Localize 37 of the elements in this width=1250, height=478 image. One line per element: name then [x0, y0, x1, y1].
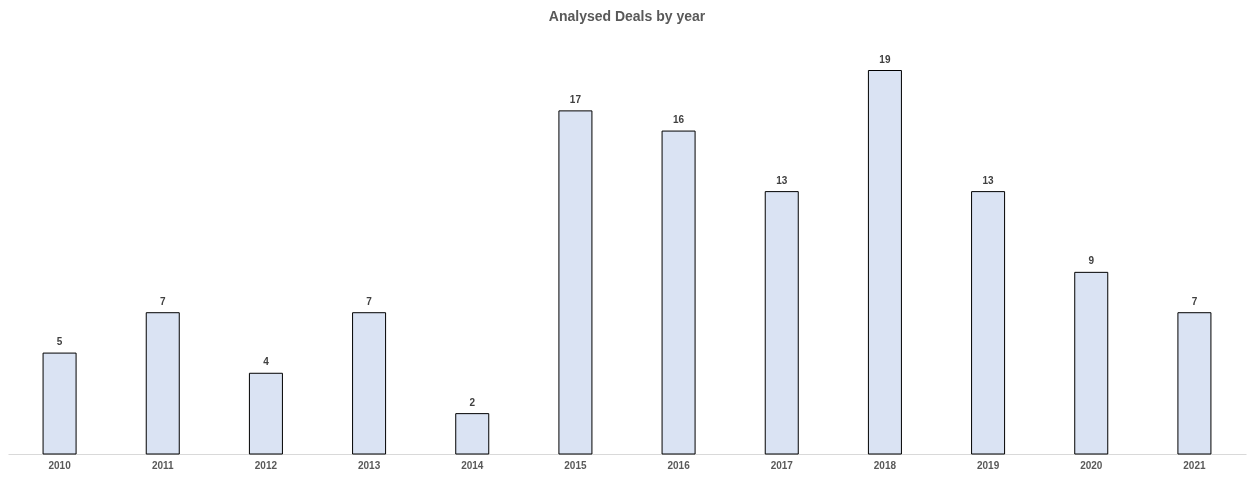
data-label: 17 — [569, 93, 582, 105]
data-label: 13 — [982, 174, 995, 186]
bar — [971, 191, 1006, 455]
x-tick-label: 2017 — [770, 459, 794, 471]
chart-title: Analysed Deals by year — [548, 8, 706, 24]
bar — [455, 413, 490, 455]
x-tick-label: 2020 — [1080, 459, 1103, 471]
x-tick-label: 2013 — [357, 459, 381, 471]
data-label: 9 — [1088, 255, 1095, 267]
data-label: 19 — [879, 53, 891, 65]
x-tick-label: 2019 — [976, 459, 1000, 471]
x-tick-label: 2021 — [1183, 459, 1206, 471]
bar — [248, 372, 283, 455]
bar — [661, 130, 696, 455]
x-tick-label: 2018 — [873, 459, 897, 471]
x-tick-label: 2016 — [667, 459, 691, 471]
data-label: 2 — [469, 396, 476, 408]
data-label: 7 — [1191, 295, 1198, 307]
bar — [145, 312, 180, 455]
data-label: 13 — [776, 174, 788, 186]
data-label: 16 — [673, 114, 685, 126]
bar — [867, 70, 902, 455]
bar — [1177, 312, 1212, 455]
x-tick-label: 2011 — [151, 459, 175, 471]
x-tick-label: 2012 — [254, 459, 278, 471]
bar — [42, 352, 77, 455]
data-label: 5 — [56, 336, 63, 348]
data-label: 7 — [159, 295, 166, 307]
x-tick-label: 2010 — [48, 459, 72, 471]
bar — [558, 110, 593, 455]
bar — [764, 191, 799, 455]
bar — [1074, 271, 1109, 455]
x-tick-label: 2014 — [461, 459, 484, 471]
data-label: 4 — [263, 356, 270, 368]
x-tick-label: 2015 — [564, 459, 587, 471]
data-label: 7 — [366, 295, 373, 307]
bar — [352, 312, 387, 455]
